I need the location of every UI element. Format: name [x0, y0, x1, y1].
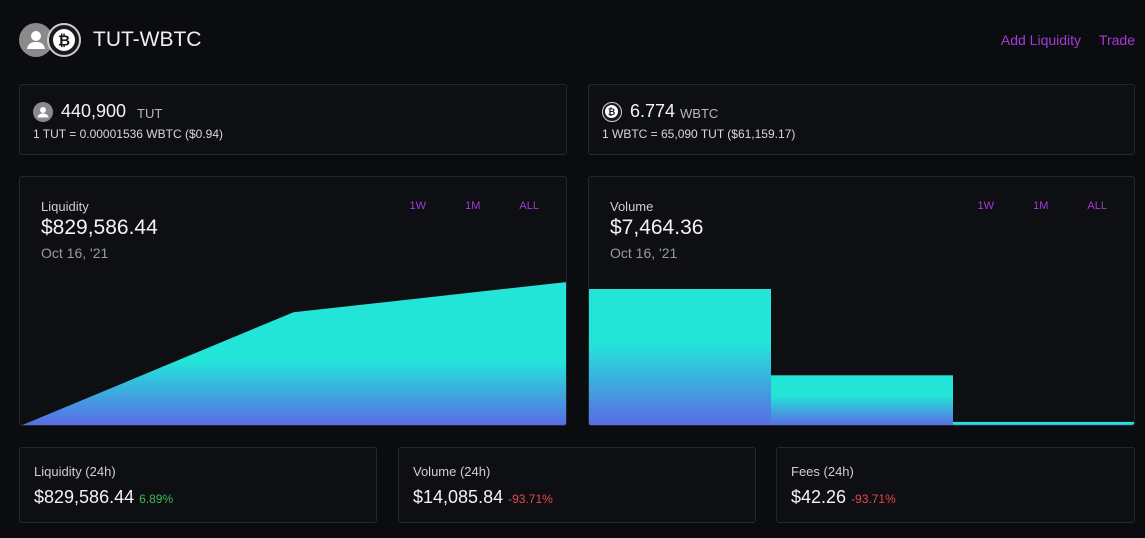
liquidity-area	[22, 282, 566, 425]
volume-bar	[589, 289, 771, 425]
pair-token-icons: ₿	[19, 22, 81, 58]
chart-label: Liquidity	[41, 199, 89, 214]
volume-chart	[589, 289, 1134, 425]
add-liquidity-link[interactable]: Add Liquidity	[1000, 32, 1082, 48]
token0-reserve-card: 440,900 TUT 1 TUT = 0.00001536 WBTC ($0.…	[19, 84, 567, 155]
time-range-selector: 1W 1M ALL	[374, 200, 539, 212]
bitcoin-icon: ₿	[47, 23, 81, 57]
stat-label: Fees (24h)	[791, 464, 854, 479]
stat-label: Volume (24h)	[413, 464, 491, 479]
svg-text:₿: ₿	[608, 107, 615, 117]
stat-value: $829,586.44	[34, 487, 135, 507]
token1-reserve-card: ₿ 6.774 WBTC 1 WBTC = 65,090 TUT ($61,15…	[588, 84, 1135, 155]
chart-date: Oct 16, '21	[610, 245, 678, 261]
range-1w-button[interactable]: 1W	[977, 200, 995, 212]
volume-bar	[953, 421, 1134, 425]
stat-value: $14,085.84	[413, 487, 504, 507]
stat-change: -93.71%	[851, 492, 896, 506]
reserve-symbol: WBTC	[680, 106, 719, 121]
liquidity-chart-card: Liquidity $829,586.44 Oct 16, '21 1W 1M …	[19, 176, 567, 426]
chart-label: Volume	[610, 199, 654, 214]
reserve-amount: 440,900	[61, 101, 127, 121]
range-1m-button[interactable]: 1M	[465, 200, 481, 212]
time-range-selector: 1W 1M ALL	[942, 200, 1107, 212]
fees-24h-card: Fees (24h) $42.26 -93.71%	[776, 447, 1135, 523]
volume-24h-card: Volume (24h) $14,085.84 -93.71%	[398, 447, 756, 523]
stat-label: Liquidity (24h)	[34, 464, 116, 479]
range-1w-button[interactable]: 1W	[409, 200, 427, 212]
range-all-button[interactable]: ALL	[519, 200, 539, 212]
exchange-rate: 1 TUT = 0.00001536 WBTC ($0.94)	[33, 127, 223, 141]
header-actions: Add Liquidity Trade	[987, 32, 1135, 48]
stat-change: 6.89%	[139, 492, 174, 506]
stat-change: -93.71%	[508, 492, 553, 506]
pair-header: ₿ TUT-WBTC Add Liquidity Trade	[19, 22, 1135, 58]
user-avatar-icon	[33, 102, 53, 122]
liquidity-24h-card: Liquidity (24h) $829,586.44 6.89%	[19, 447, 377, 523]
chart-value: $829,586.44	[41, 216, 158, 239]
exchange-rate: 1 WBTC = 65,090 TUT ($61,159.17)	[602, 127, 796, 141]
volume-chart-card: Volume $7,464.36 Oct 16, '21 1W 1M ALL	[588, 176, 1135, 426]
chart-date: Oct 16, '21	[41, 245, 109, 261]
stat-value: $42.26	[791, 487, 847, 507]
range-all-button[interactable]: ALL	[1087, 200, 1107, 212]
reserve-symbol: TUT	[137, 106, 163, 121]
trade-link[interactable]: Trade	[1098, 32, 1135, 48]
volume-bar	[771, 375, 953, 425]
page-title: TUT-WBTC	[93, 28, 202, 51]
svg-text:₿: ₿	[58, 33, 70, 50]
liquidity-chart	[22, 282, 566, 425]
reserve-amount: 6.774	[630, 101, 676, 121]
bitcoin-icon: ₿	[602, 102, 622, 122]
range-1m-button[interactable]: 1M	[1033, 200, 1049, 212]
chart-value: $7,464.36	[610, 216, 704, 239]
